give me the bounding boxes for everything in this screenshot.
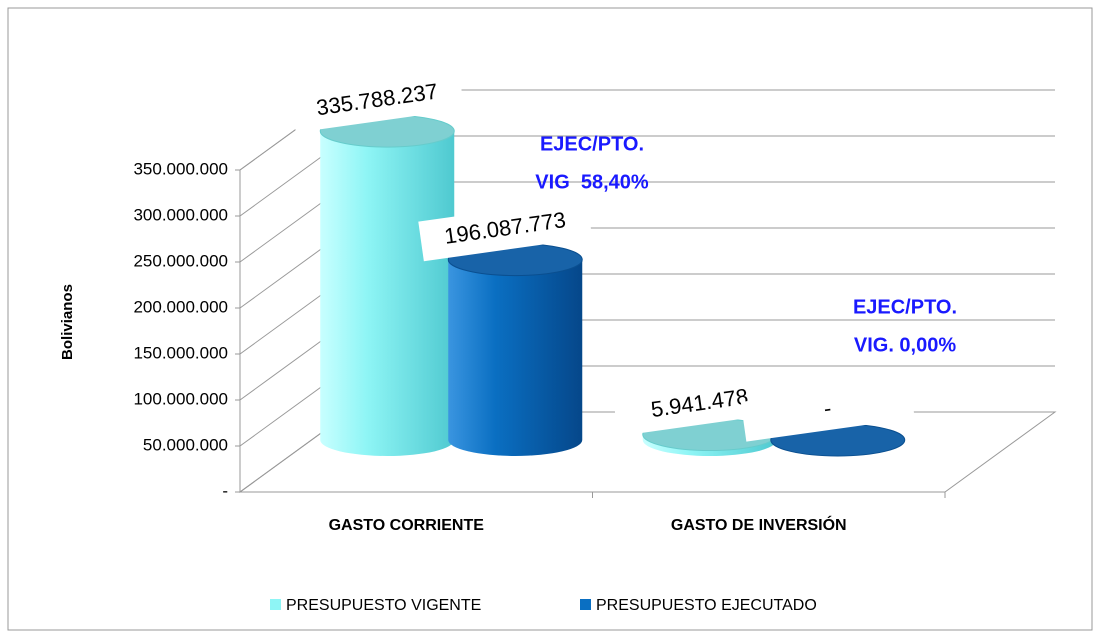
label-box (740, 378, 915, 442)
legend-label: PRESUPUESTO VIGENTE (286, 597, 481, 614)
legend-label: PRESUPUESTO EJECUTADO (596, 597, 817, 614)
y-tick-label: 100.000.000 (133, 389, 228, 408)
annotation: EJEC/PTO. (853, 296, 957, 318)
label-box (612, 372, 787, 437)
legend-swatch (270, 599, 281, 610)
y-tick-label: - (222, 481, 228, 500)
y-axis-label: Bolivianos (59, 284, 76, 360)
bar-body (448, 259, 583, 456)
bar-body (320, 131, 455, 456)
y-tick-label: 150.000.000 (133, 343, 228, 362)
x-tick-label: GASTO DE INVERSIÓN (671, 515, 847, 534)
legend-swatch (580, 599, 591, 610)
label-box (418, 197, 593, 262)
y-tick-label: 350.000.000 (133, 159, 228, 178)
label-box (290, 69, 465, 133)
y-tick-label: 50.000.000 (143, 435, 228, 454)
y-tick-label: 200.000.000 (133, 297, 228, 316)
bar (447, 243, 583, 456)
annotation: VIG 58,40% (535, 171, 649, 193)
x-tick-label: GASTO CORRIENTE (329, 517, 485, 534)
bar (319, 114, 455, 456)
y-tick-label: 250.000.000 (133, 251, 228, 270)
value-label: - (822, 395, 833, 421)
y-tick-label: 300.000.000 (133, 205, 228, 224)
annotation: VIG. 0,00% (854, 334, 956, 356)
annotation: EJEC/PTO. (540, 133, 644, 155)
